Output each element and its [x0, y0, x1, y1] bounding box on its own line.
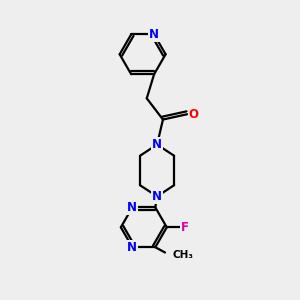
Text: F: F	[181, 221, 189, 234]
Text: CH₃: CH₃	[172, 250, 193, 260]
Text: N: N	[149, 28, 159, 41]
Text: O: O	[189, 108, 199, 121]
Text: N: N	[152, 190, 162, 203]
Text: N: N	[152, 138, 162, 151]
Text: N: N	[127, 241, 137, 254]
Text: N: N	[127, 201, 137, 214]
